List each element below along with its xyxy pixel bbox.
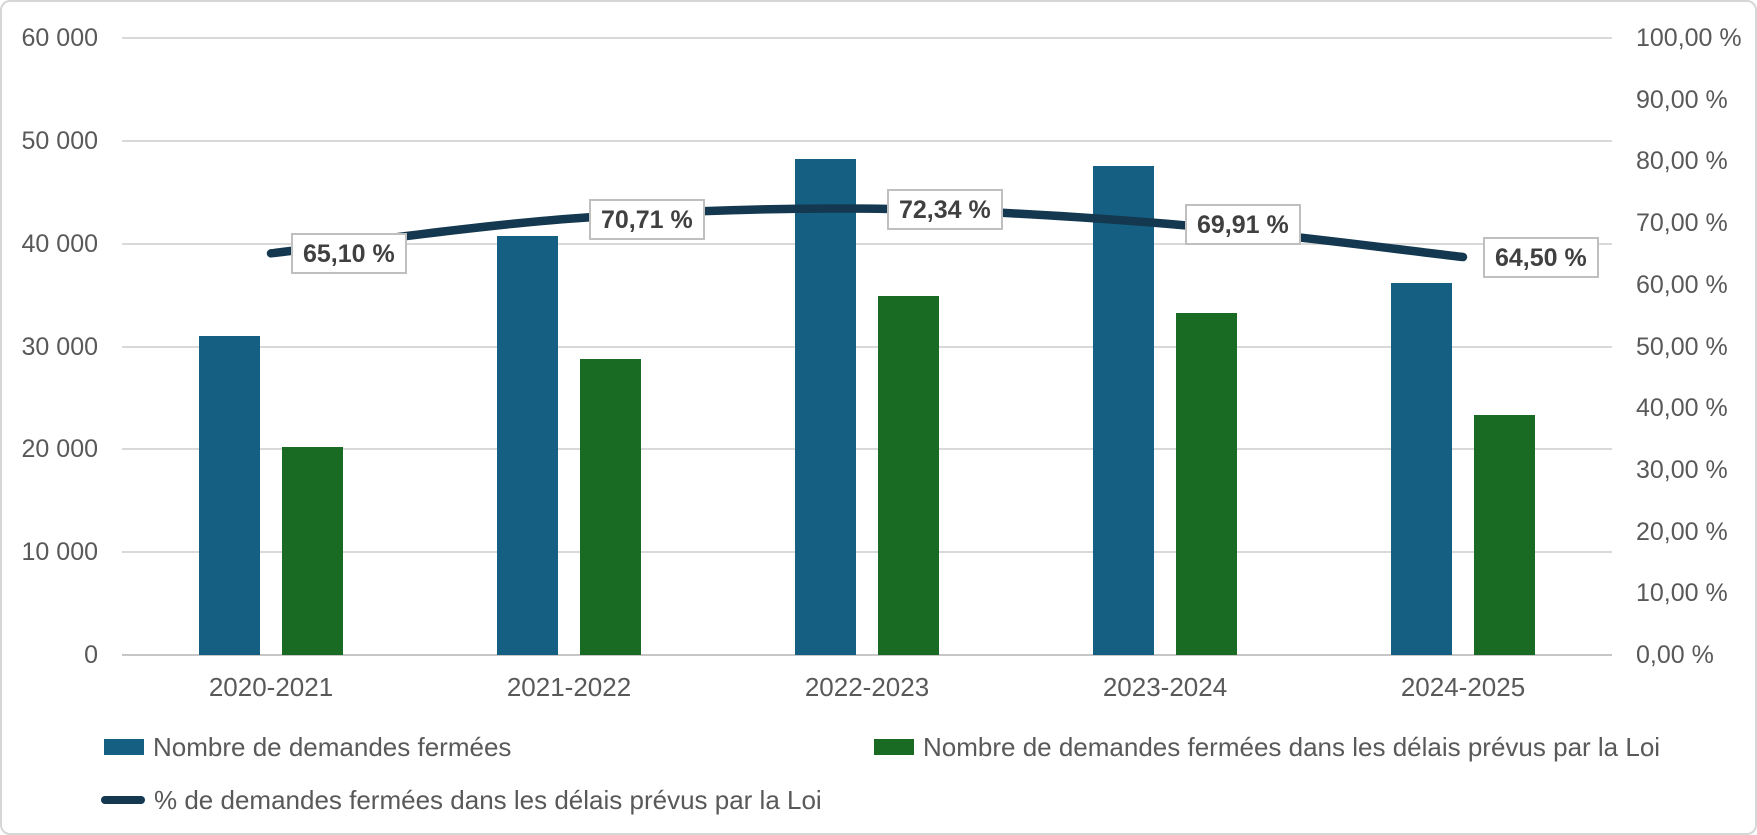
right-axis-tick: 0,00 %: [1636, 641, 1714, 669]
legend-label-pourcentage: % de demandes fermées dans les délais pr…: [154, 784, 822, 815]
legend-swatch-green-bar: [874, 739, 914, 755]
left-axis-tick: 50 000: [21, 126, 98, 155]
bar-demandes-fermees: [199, 336, 260, 655]
legend-label-demandes-fermees: Nombre de demandes fermées: [153, 731, 512, 762]
right-axis-tick: 80,00 %: [1636, 147, 1728, 176]
x-axis-tick: 2023-2024: [1102, 672, 1228, 702]
left-axis-tick: 20 000: [21, 435, 98, 464]
bar-demandes-dans-delais: [1474, 415, 1535, 655]
gridline: [122, 654, 1612, 656]
left-axis-tick: 0: [84, 641, 98, 669]
right-axis-tick: 30,00 %: [1636, 455, 1728, 484]
line-data-label: 65,10 %: [291, 233, 407, 275]
right-axis-tick: 60,00 %: [1636, 270, 1728, 299]
right-axis-tick: 20,00 %: [1636, 517, 1728, 546]
bar-demandes-fermees: [795, 159, 856, 655]
bar-demandes-fermees: [1093, 165, 1154, 655]
right-axis-tick: 50,00 %: [1636, 332, 1728, 361]
x-axis-tick: 2021-2022: [506, 672, 632, 702]
line-data-label: 70,71 %: [589, 198, 705, 240]
legend-item-demandes-fermees: Nombre de demandes fermées: [104, 732, 511, 762]
gridline: [122, 551, 1612, 554]
bar-demandes-dans-delais: [1176, 312, 1237, 655]
left-axis-tick: 40 000: [21, 229, 98, 258]
legend-swatch-line: [101, 796, 145, 804]
bar-demandes-fermees: [1391, 282, 1452, 655]
right-axis-tick: 70,00 %: [1636, 209, 1728, 238]
right-axis-tick: 100,00 %: [1636, 24, 1742, 52]
x-axis-tick: 2020-2021: [208, 672, 334, 702]
x-axis-tick: 2022-2023: [804, 672, 930, 702]
legend-label-demandes-dans-delais: Nombre de demandes fermées dans les déla…: [923, 731, 1661, 762]
left-axis-tick: 30 000: [21, 332, 98, 361]
right-axis-tick: 10,00 %: [1636, 579, 1728, 608]
line-data-label: 69,91 %: [1185, 203, 1301, 245]
left-axis-tick: 60 000: [21, 24, 98, 52]
bar-demandes-dans-delais: [282, 447, 343, 655]
gridline: [122, 345, 1612, 348]
gridline: [122, 448, 1612, 451]
right-axis-tick: 40,00 %: [1636, 394, 1728, 423]
x-axis-tick: 2024-2025: [1400, 672, 1526, 702]
bar-demandes-dans-delais: [580, 358, 641, 655]
line-data-label: 72,34 %: [887, 188, 1003, 230]
gridline: [122, 139, 1612, 142]
legend-swatch-blue-bar: [104, 739, 144, 755]
bar-demandes-fermees: [497, 236, 558, 655]
line-data-label: 64,50 %: [1483, 237, 1599, 279]
bar-demandes-dans-delais: [878, 296, 939, 655]
legend-item-pourcentage: % de demandes fermées dans les délais pr…: [101, 785, 822, 815]
right-axis-tick: 90,00 %: [1636, 85, 1728, 114]
legend-item-demandes-dans-delais: Nombre de demandes fermées dans les déla…: [874, 732, 1660, 762]
left-axis-tick: 10 000: [21, 538, 98, 567]
gridline: [122, 37, 1612, 39]
